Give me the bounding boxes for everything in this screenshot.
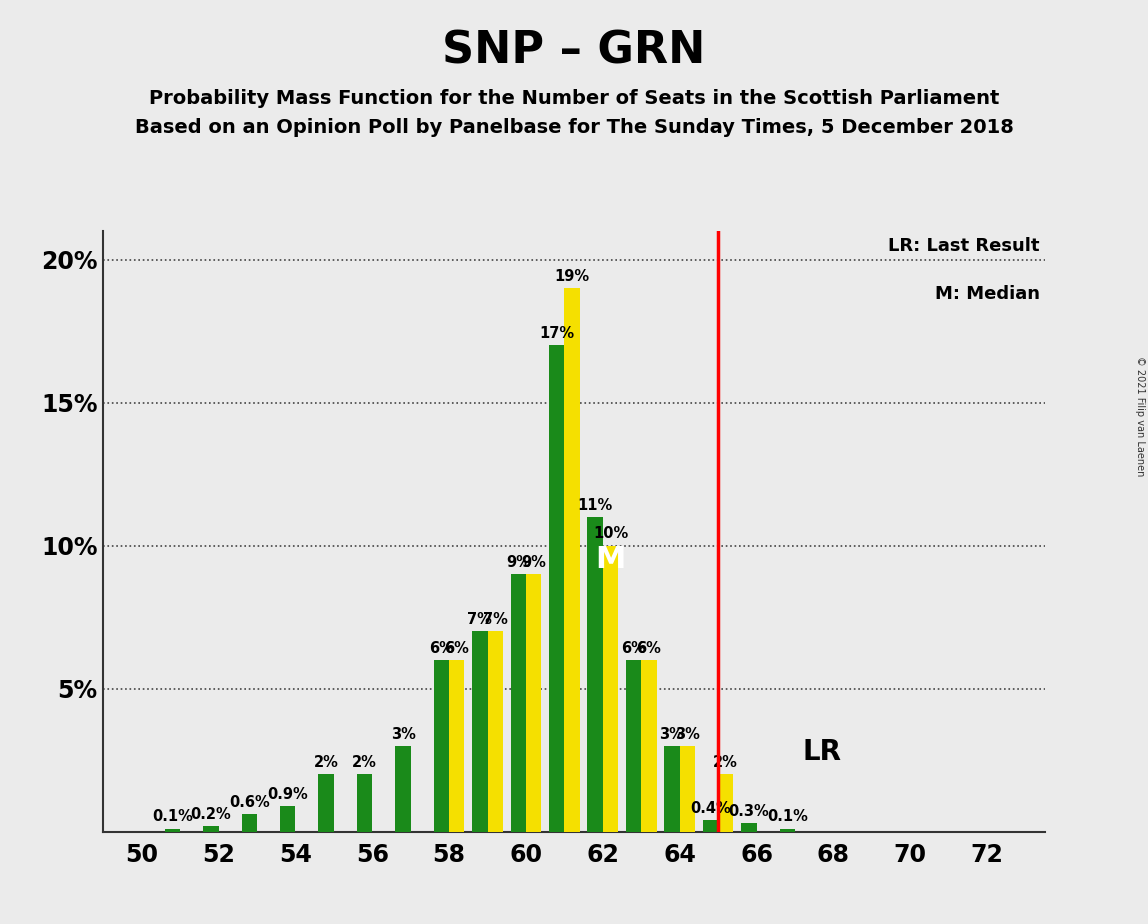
Text: 3%: 3% (675, 726, 700, 741)
Bar (680, 746, 695, 832)
Text: Probability Mass Function for the Number of Seats in the Scottish Parliament: Probability Mass Function for the Number… (149, 90, 999, 108)
Text: 17%: 17% (540, 326, 574, 341)
Bar (719, 774, 734, 832)
Text: 2%: 2% (713, 755, 738, 770)
Text: 0.2%: 0.2% (191, 807, 231, 821)
Text: 0.9%: 0.9% (267, 786, 308, 801)
Bar (203, 826, 218, 832)
Bar (526, 574, 542, 832)
Text: 19%: 19% (554, 269, 590, 284)
Bar (395, 746, 411, 832)
Text: LR: LR (802, 737, 841, 765)
Text: M: M (596, 545, 626, 575)
Bar (603, 545, 618, 832)
Bar (588, 517, 603, 832)
Text: Based on an Opinion Poll by Panelbase for The Sunday Times, 5 December 2018: Based on an Opinion Poll by Panelbase fo… (134, 118, 1014, 137)
Text: 3%: 3% (390, 726, 416, 741)
Bar (357, 774, 372, 832)
Bar (779, 829, 794, 832)
Text: 3%: 3% (660, 726, 684, 741)
Bar (511, 574, 526, 832)
Bar (626, 660, 642, 832)
Text: 0.6%: 0.6% (228, 796, 270, 810)
Text: 7%: 7% (483, 612, 507, 627)
Text: 7%: 7% (467, 612, 492, 627)
Bar (665, 746, 680, 832)
Text: 0.1%: 0.1% (767, 809, 808, 824)
Text: M: Median: M: Median (934, 285, 1040, 303)
Bar (165, 829, 180, 832)
Bar (241, 814, 257, 832)
Bar (703, 821, 719, 832)
Text: © 2021 Filip van Laenen: © 2021 Filip van Laenen (1135, 356, 1145, 476)
Bar (449, 660, 465, 832)
Text: SNP – GRN: SNP – GRN (442, 30, 706, 72)
Text: 10%: 10% (592, 527, 628, 541)
Text: 9%: 9% (506, 555, 530, 570)
Bar (280, 806, 295, 832)
Text: 6%: 6% (429, 640, 453, 656)
Text: 9%: 9% (521, 555, 546, 570)
Text: 2%: 2% (313, 755, 339, 770)
Text: 0.4%: 0.4% (690, 801, 731, 816)
Bar (434, 660, 449, 832)
Bar (642, 660, 657, 832)
Text: 0.1%: 0.1% (152, 809, 193, 824)
Text: 6%: 6% (444, 640, 470, 656)
Bar (318, 774, 334, 832)
Bar (549, 346, 565, 832)
Text: 6%: 6% (621, 640, 646, 656)
Text: LR: Last Result: LR: Last Result (889, 237, 1040, 255)
Text: 0.3%: 0.3% (729, 804, 769, 819)
Bar (742, 823, 757, 832)
Text: 6%: 6% (636, 640, 661, 656)
Text: 2%: 2% (352, 755, 377, 770)
Bar (472, 631, 488, 832)
Bar (565, 288, 580, 832)
Bar (488, 631, 503, 832)
Text: 11%: 11% (577, 498, 613, 513)
